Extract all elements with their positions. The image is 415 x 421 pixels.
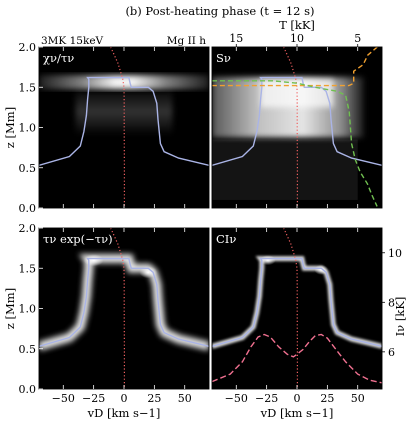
panel-bottom-left: [39, 228, 209, 389]
temperature-line: [212, 47, 378, 87]
right-tick-label: 8: [388, 296, 395, 309]
figure-title: (b) Post-heating phase (t = 12 s): [125, 4, 314, 18]
source-function-line: [212, 80, 378, 207]
velocity-line: [110, 47, 125, 208]
y-axis-label: z [Mm]: [3, 107, 17, 148]
right-header: Mg II h: [167, 35, 206, 47]
heatmap-peak: [259, 255, 276, 266]
right-tick-label: 6: [388, 346, 395, 359]
x-axis-label: vD [km s−1]: [260, 406, 334, 420]
x-tick-label: −25: [255, 392, 278, 405]
y-tick-label: 2.0: [19, 41, 37, 54]
panel-background: [39, 228, 209, 389]
y-tick-label: 2.0: [19, 222, 37, 235]
velocity-line: [283, 47, 298, 208]
heatmap-band: [39, 75, 209, 90]
x-tick-label: 50: [351, 392, 365, 405]
right-tick-label: 10: [388, 247, 402, 260]
x-tick-label: −50: [52, 392, 75, 405]
right-axis-label: Iν [kK]: [393, 297, 407, 337]
y-tick-label: 0.5: [19, 162, 37, 175]
tau-unity-line: [39, 76, 209, 166]
tau-unity-line: [39, 257, 209, 347]
x-tick-label: 25: [147, 392, 161, 405]
y-tick-label: 0.5: [19, 343, 37, 356]
y-axis-label: z [Mm]: [3, 288, 17, 329]
heatmap-peak: [83, 254, 104, 267]
x-tick-label: −50: [225, 392, 248, 405]
panel-background: [212, 228, 382, 389]
x-tick-label: 0: [294, 392, 301, 405]
top-tick-label: 15: [229, 32, 243, 45]
panel-top-left: [39, 47, 209, 208]
panel-label: τν exp(−τν): [43, 232, 113, 246]
y-tick-label: 1.5: [19, 262, 37, 275]
panel-label: CIν: [216, 232, 236, 246]
intensity-profile-line: [212, 333, 382, 384]
x-tick-label: 25: [320, 392, 334, 405]
x-tick-label: −25: [82, 392, 105, 405]
y-tick-label: 1.5: [19, 81, 37, 94]
x-axis-label: vD [km s−1]: [87, 406, 161, 420]
heatmap-lower: [212, 139, 358, 200]
y-tick-label: 0.0: [19, 383, 37, 396]
top-axis-label: T [kK]: [279, 18, 315, 32]
top-tick-label: 10: [290, 32, 304, 45]
velocity-line: [283, 228, 298, 389]
y-tick-label: 0.0: [19, 202, 37, 215]
tau-unity-line: [212, 257, 382, 347]
y-tick-label: 1.0: [19, 122, 37, 135]
velocity-line: [110, 228, 125, 389]
panel-bottom-right: [212, 228, 382, 389]
top-tick-label: 5: [354, 32, 361, 45]
panel-label: Sν: [216, 51, 231, 65]
panel-label: χν/τν: [43, 51, 74, 65]
x-tick-label: 50: [178, 392, 192, 405]
heatmap-haze: [75, 87, 173, 136]
heatmap-peak: [139, 266, 158, 279]
panel-top-right: [212, 47, 382, 208]
x-tick-label: 0: [121, 392, 128, 405]
left-header: 3MK 15keV: [41, 35, 104, 47]
heatmap-peak: [314, 264, 329, 275]
y-tick-label: 1.0: [19, 303, 37, 316]
